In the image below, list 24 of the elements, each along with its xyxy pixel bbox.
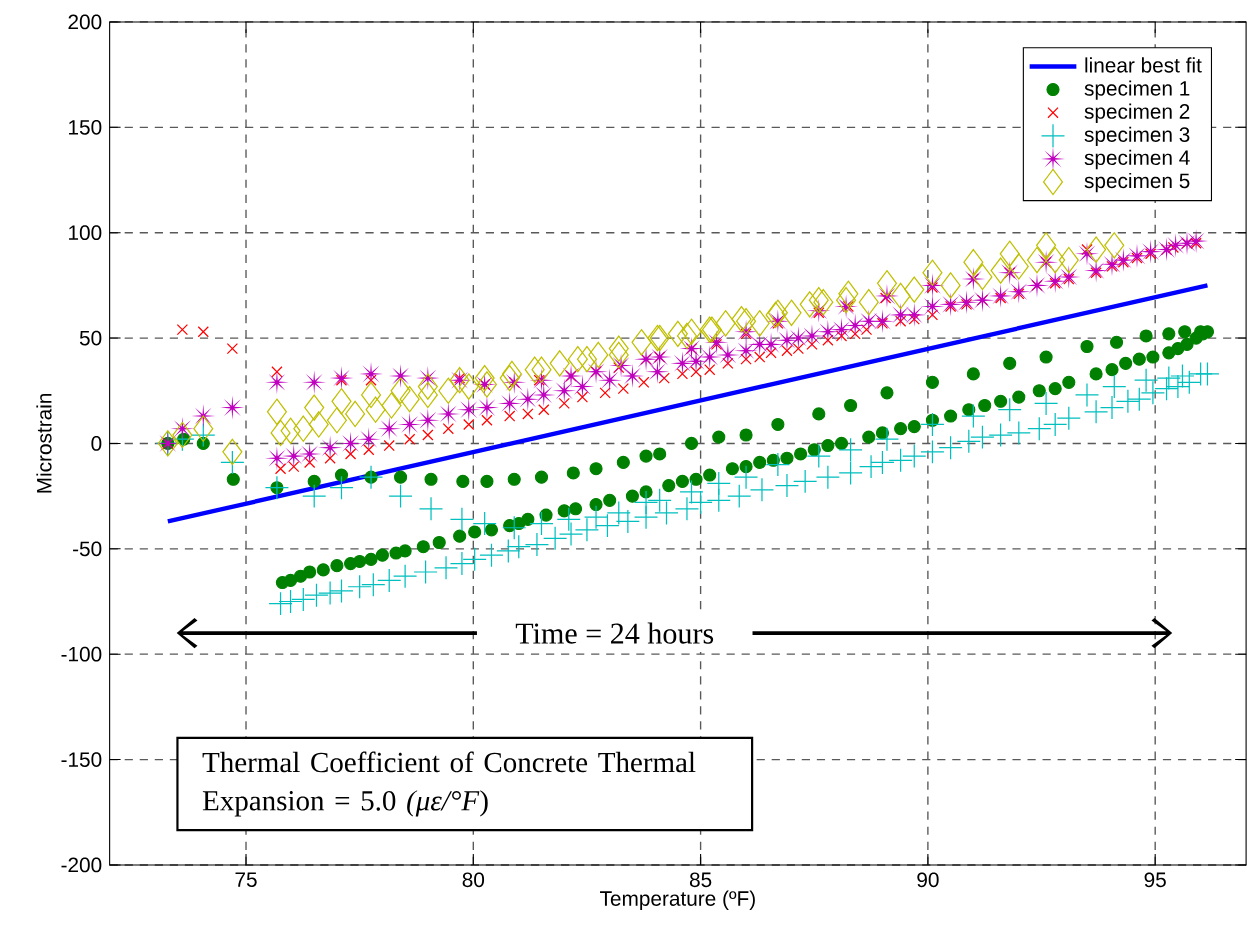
x-tick-label: 95 — [1144, 872, 1166, 888]
y-tick-label: 200 — [68, 14, 102, 30]
y-tick-label: -50 — [73, 541, 102, 557]
annotation: Time = 24 hours — [515, 622, 714, 644]
legend-label: specimen 4 — [1084, 149, 1190, 170]
y-tick-label: 100 — [69, 225, 102, 240]
x-axis-title: Temperature (ºF) — [600, 890, 755, 910]
annotation: Thermal Coefficient of Concrete Thermal Expansion = 5.0 (με/°F) — [202, 751, 696, 817]
x-tick-label: 90 — [917, 872, 939, 888]
y-tick-label: -150 — [61, 752, 102, 767]
legend-label: specimen 2 — [1084, 103, 1190, 123]
y-tick-label: -200 — [61, 857, 102, 873]
x-tick-label: 85 — [689, 872, 712, 888]
x-tick-label: 80 — [462, 872, 485, 888]
y-tick-label: 50 — [79, 330, 102, 346]
y-tick-label: -100 — [61, 646, 102, 662]
y-axis-title: Microstrain — [36, 393, 52, 493]
legend-label: specimen 3 — [1084, 126, 1190, 146]
x-tick-label: 75 — [235, 872, 257, 887]
legend-label: linear best fit — [1085, 57, 1202, 73]
y-tick-label: 0 — [91, 435, 102, 451]
y-tick-label: 150 — [69, 119, 102, 135]
legend-label: specimen 5 — [1084, 172, 1190, 193]
legend-label: specimen 1 — [1084, 80, 1190, 100]
